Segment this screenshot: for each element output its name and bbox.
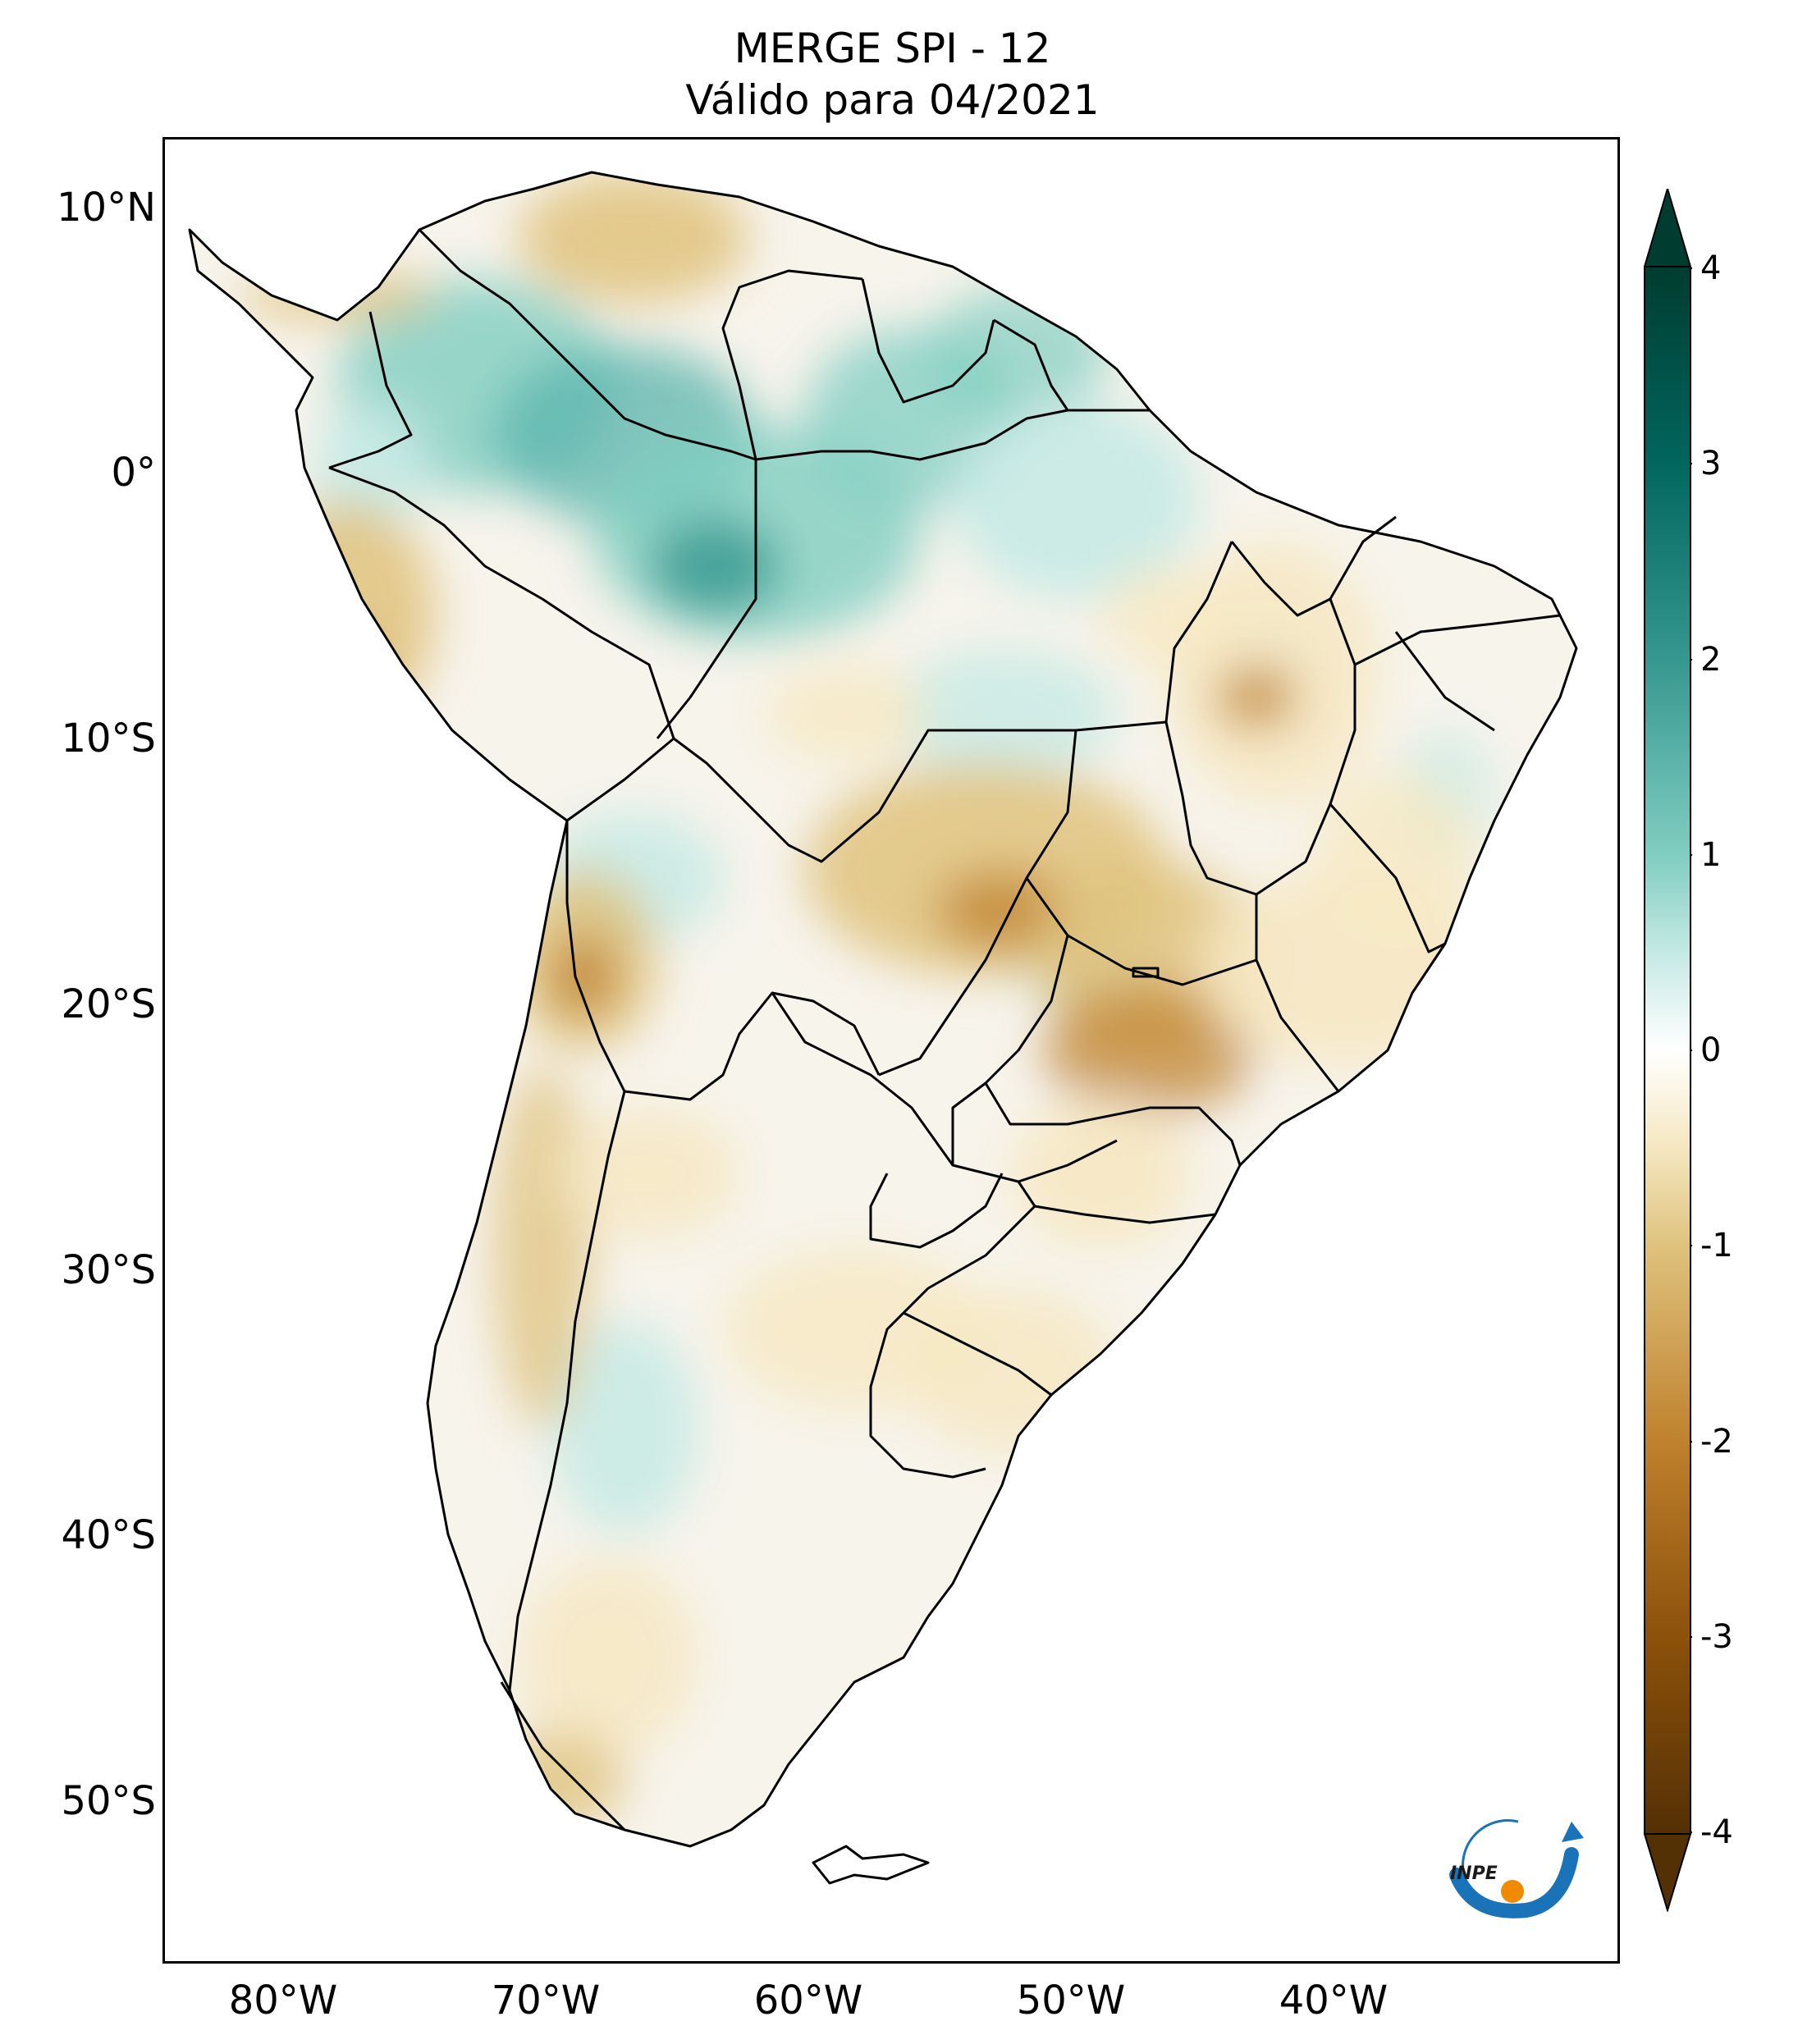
falkland-islands (812, 1845, 930, 1885)
inpe-logo: INPE (1449, 1819, 1584, 1918)
colorbar-tick-neg4: -4 (1700, 1813, 1733, 1851)
lon-label-60w: 60°W (753, 1978, 863, 2023)
lat-label-20s: 20°S (61, 981, 156, 1027)
lon-label-50w: 50°W (1016, 1978, 1126, 2023)
colorbar-tick-neg2: -2 (1700, 1423, 1733, 1461)
spi-map (188, 171, 1578, 1885)
lon-label-40w: 40°W (1279, 1978, 1389, 2023)
lat-label-0: 0° (111, 450, 156, 496)
lat-label-50s: 50°S (61, 1778, 156, 1824)
colorbar-extend-min (1643, 1833, 1692, 1912)
colorbar-tick-4: 4 (1700, 249, 1722, 287)
colorbar (1643, 189, 1692, 1912)
colorbar-tick-0: 0 (1700, 1031, 1722, 1069)
lat-label-30s: 30°S (61, 1247, 156, 1293)
colorbar-body (1644, 266, 1691, 1835)
chart-title: MERGE SPI - 12 (734, 25, 1051, 72)
colorbar-tick-3: 3 (1700, 445, 1722, 482)
colorbar-tick-neg3: -3 (1700, 1618, 1733, 1656)
colorbar-extend-max (1643, 189, 1692, 268)
colorbar-tick-1: 1 (1700, 836, 1722, 874)
lon-label-70w: 70°W (491, 1978, 601, 2023)
chart-subtitle: Válido para 04/2021 (685, 76, 1100, 124)
lat-label-40s: 40°S (61, 1512, 156, 1558)
logo-text: INPE (1450, 1863, 1498, 1884)
colorbar-tick-2: 2 (1700, 641, 1722, 679)
lat-label-10n: 10°N (57, 185, 156, 231)
coastline (188, 171, 1578, 1848)
lat-label-10s: 10°S (61, 716, 156, 761)
colorbar-ticks (1690, 268, 1692, 1833)
map-panel (162, 137, 1620, 1964)
lon-label-80w: 80°W (228, 1978, 338, 2023)
political-borders (328, 228, 1561, 1831)
colorbar-tick-neg1: -1 (1700, 1227, 1733, 1264)
